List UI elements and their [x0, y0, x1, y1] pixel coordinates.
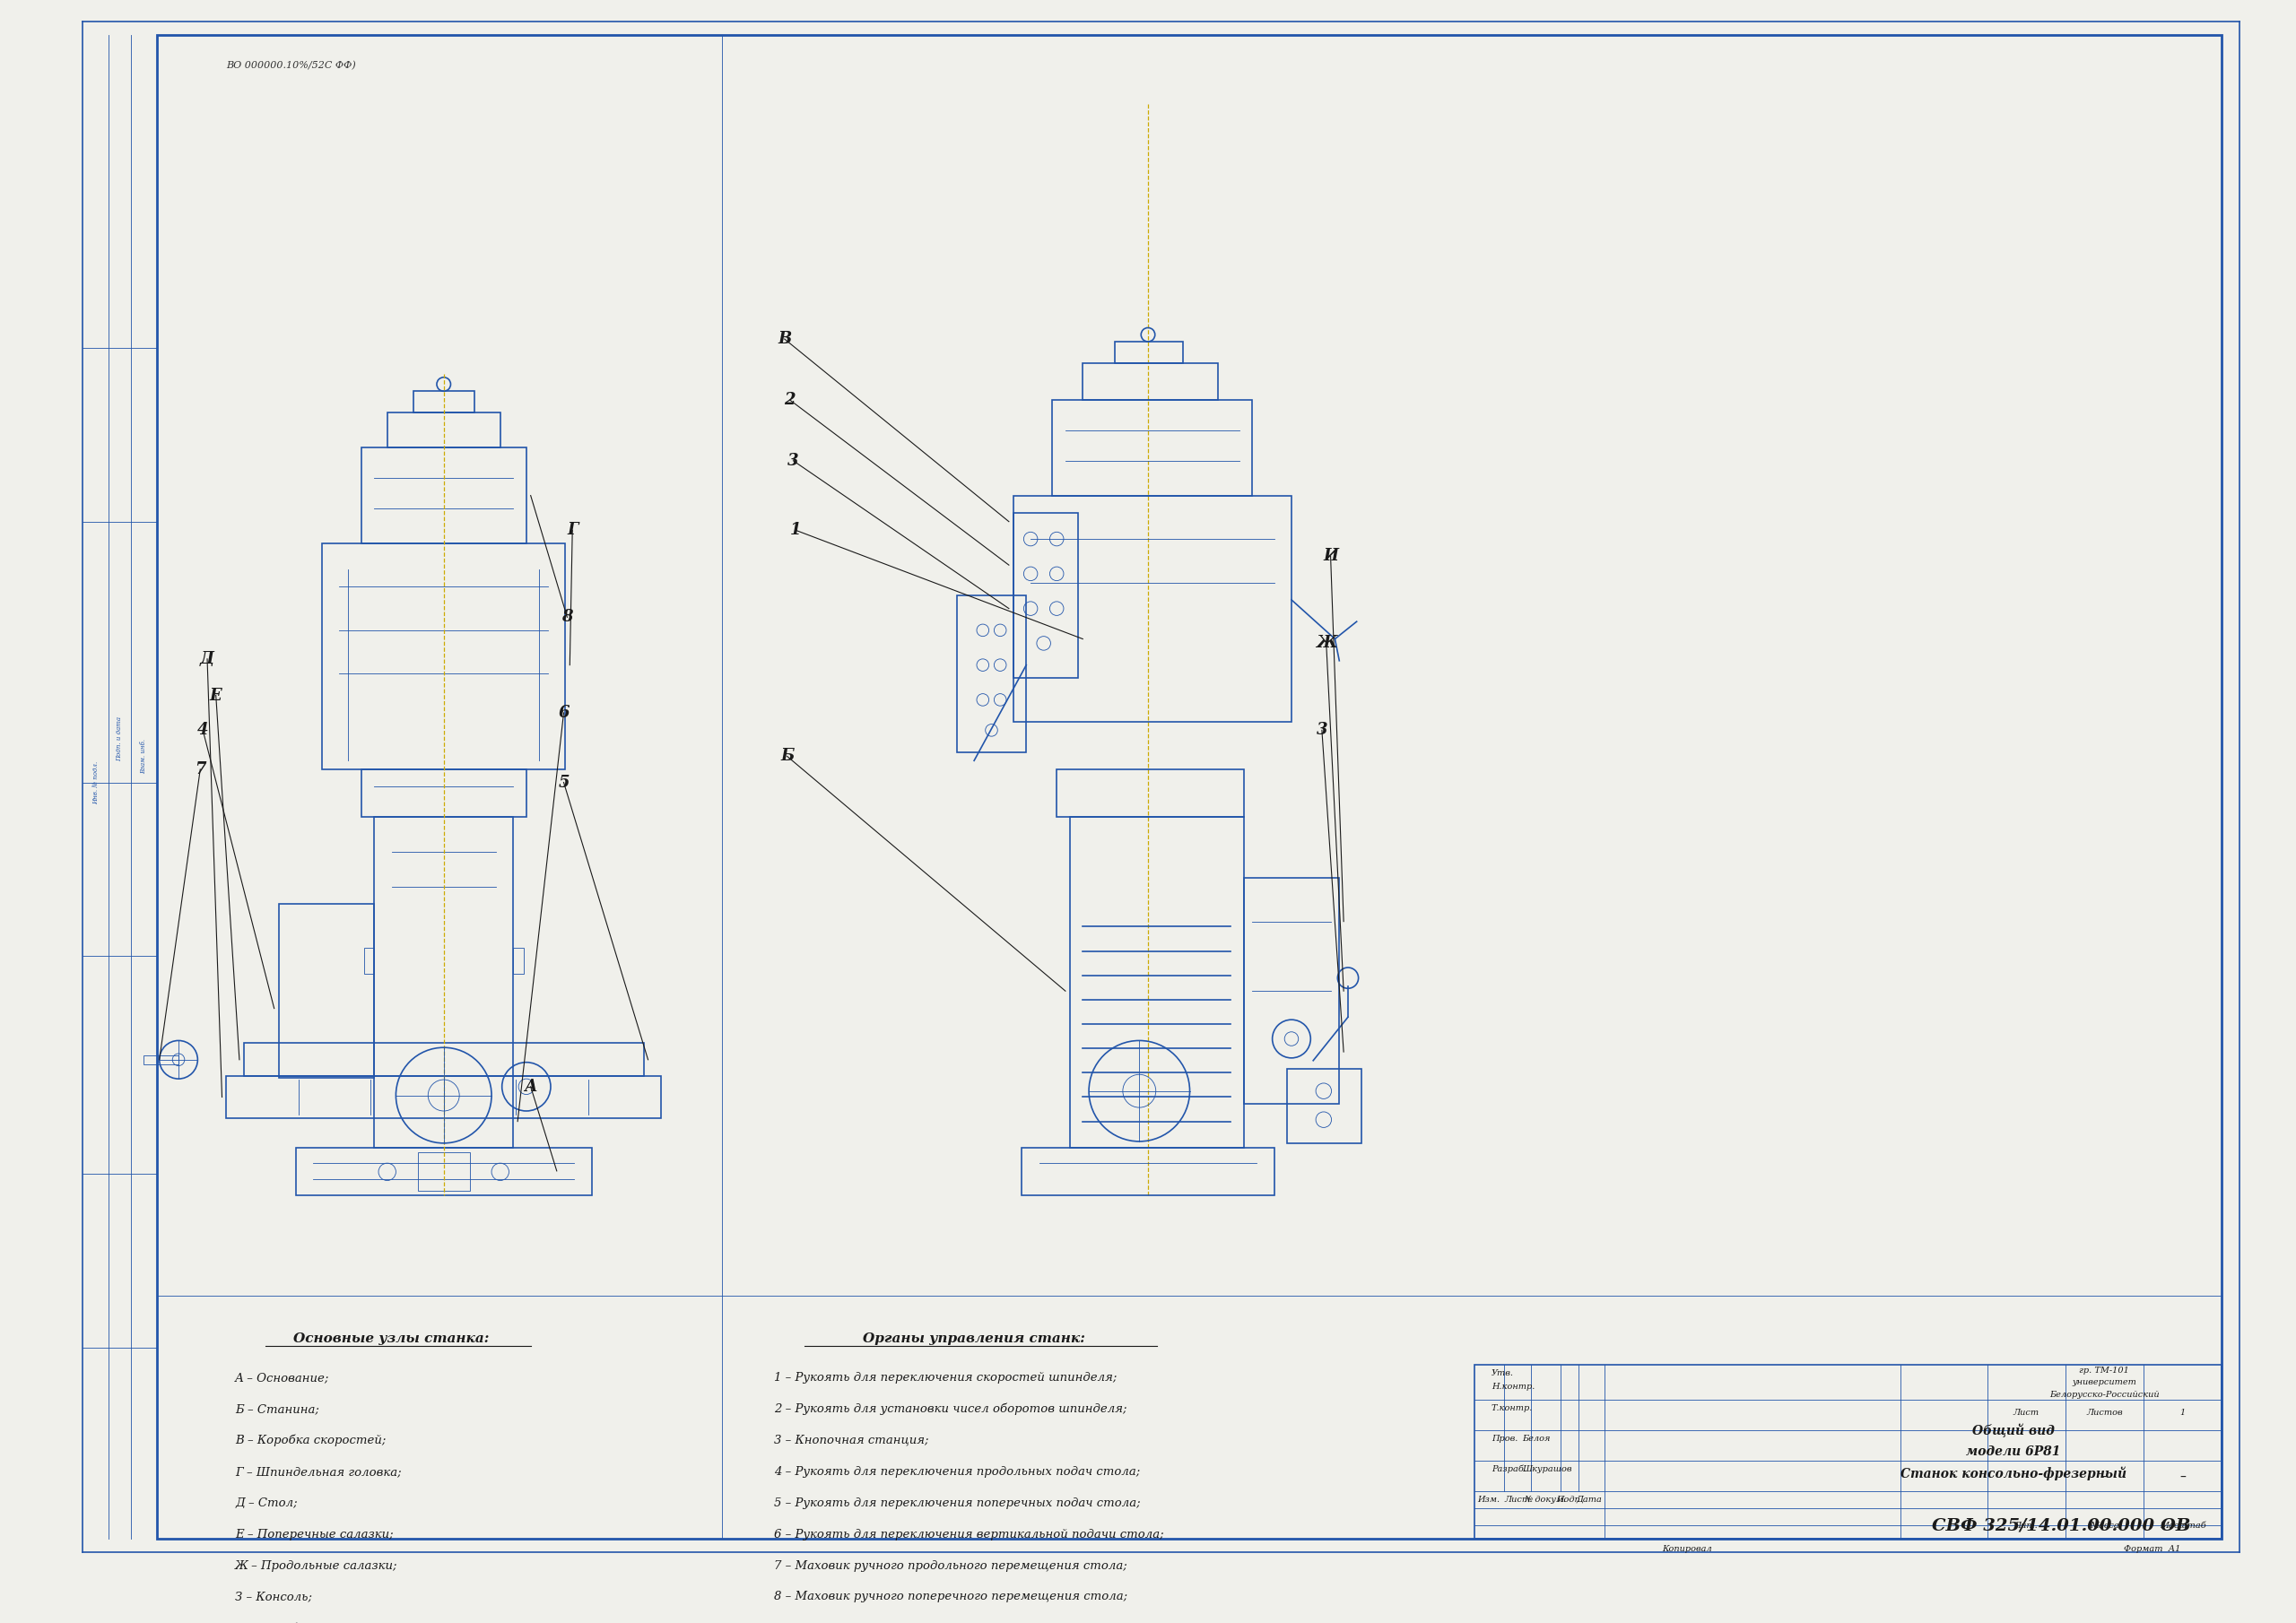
Text: Копировал: Копировал	[1662, 1545, 1713, 1553]
Text: Станок консольно-фрезерный: Станок консольно-фрезерный	[1901, 1467, 2126, 1480]
Text: 1: 1	[2179, 1409, 2186, 1417]
Bar	[374, 816, 514, 1147]
Text: 1 – Рукоять для переключения скоростей шпинделя;: 1 – Рукоять для переключения скоростей ш…	[774, 1371, 1118, 1384]
Bar	[413, 391, 475, 412]
Text: 6: 6	[558, 704, 569, 721]
Text: СВФ 325/14.01.00.000 ОВ: СВФ 325/14.01.00.000 ОВ	[1931, 1518, 2190, 1534]
Text: 7: 7	[195, 761, 207, 777]
Text: 8 – Маховик ручного поперечного перемещения стола;: 8 – Маховик ручного поперечного перемеще…	[774, 1591, 1127, 1604]
Text: В: В	[778, 331, 792, 347]
Bar	[1288, 1070, 1362, 1143]
Text: Б: Б	[781, 748, 794, 764]
Text: Инв. № подл.: Инв. № подл.	[92, 761, 99, 803]
Text: Подп.: Подп.	[1557, 1495, 1584, 1503]
Bar	[388, 412, 501, 448]
Bar	[1084, 364, 1217, 399]
Text: Разраб.: Разраб.	[1492, 1466, 1527, 1474]
Text: 8: 8	[563, 609, 572, 625]
Text: Взам. инб.: Взам. инб.	[140, 738, 147, 774]
Bar	[145, 1055, 179, 1065]
Text: Б – Станина;: Б – Станина;	[234, 1404, 319, 1415]
Text: Белорусско-Российский: Белорусско-Российский	[2050, 1391, 2161, 1399]
Text: 7 – Маховик ручного продольного перемещения стола;: 7 – Маховик ручного продольного перемеще…	[774, 1560, 1127, 1571]
Text: Масса: Масса	[2089, 1522, 2119, 1529]
Text: Дата: Дата	[1575, 1495, 1603, 1503]
Text: Основные узлы станка:: Основные узлы станка:	[294, 1332, 489, 1345]
Text: 5: 5	[558, 774, 569, 790]
Bar	[278, 904, 374, 1078]
Text: –: –	[2179, 1472, 2186, 1483]
Text: Подп. и дата: Подп. и дата	[115, 716, 124, 761]
Text: модели 6Р81: модели 6Р81	[1965, 1446, 2060, 1457]
Text: –: –	[2101, 1472, 2108, 1483]
Text: 5 – Рукоять для переключения поперечных подач стола;: 5 – Рукоять для переключения поперечных …	[774, 1496, 1141, 1509]
Text: Общий вид: Общий вид	[1972, 1423, 2055, 1436]
Bar	[418, 1152, 471, 1191]
Bar	[296, 1147, 592, 1195]
Text: Лист: Лист	[1504, 1495, 1531, 1503]
Bar	[363, 948, 374, 974]
Text: Е – Поперечные салазки;: Е – Поперечные салазки;	[234, 1529, 393, 1540]
Bar	[1013, 513, 1079, 678]
Text: Пров.: Пров.	[1492, 1435, 1518, 1443]
Bar	[227, 1076, 661, 1118]
Text: гр. ТМ-101: гр. ТМ-101	[2080, 1367, 2128, 1375]
Text: Д: Д	[200, 651, 214, 667]
Text: Белоя: Белоя	[1522, 1435, 1550, 1443]
Bar	[360, 448, 526, 544]
Text: З – Консоль;: З – Консоль;	[234, 1591, 312, 1604]
Bar	[1474, 1365, 2223, 1539]
Text: Д – Стол;: Д – Стол;	[234, 1496, 298, 1509]
Bar	[1022, 1147, 1274, 1195]
Text: Изм.: Изм.	[1479, 1495, 1499, 1503]
Text: Органы управления станк:: Органы управления станк:	[863, 1332, 1086, 1345]
Text: Г: Г	[567, 523, 579, 539]
Text: университет: университет	[2073, 1378, 2138, 1386]
Text: Шкурашов: Шкурашов	[1522, 1466, 1573, 1474]
Text: 2 – Рукоять для установки чисел оборотов шпинделя;: 2 – Рукоять для установки чисел оборотов…	[774, 1404, 1127, 1415]
Text: 1: 1	[790, 523, 801, 539]
Text: Н.контр.: Н.контр.	[1492, 1383, 1534, 1391]
Bar	[1244, 878, 1339, 1104]
Bar	[1013, 495, 1290, 722]
Bar	[1070, 816, 1244, 1147]
Text: 2: 2	[785, 391, 794, 407]
Text: ВО 000000.10%/52С ФФ): ВО 000000.10%/52С ФФ)	[227, 60, 356, 70]
Text: 3: 3	[1316, 722, 1327, 738]
Bar	[514, 948, 523, 974]
Text: И: И	[1322, 549, 1339, 565]
Text: № докум.: № докум.	[1525, 1495, 1566, 1503]
Bar	[1052, 399, 1251, 495]
Text: 4: 4	[197, 722, 209, 738]
Text: Листов: Листов	[2087, 1409, 2124, 1417]
Text: 3: 3	[788, 453, 799, 469]
Text: Ж: Ж	[1316, 635, 1336, 651]
Text: Г – Шпиндельная головка;: Г – Шпиндельная головка;	[234, 1466, 402, 1477]
Text: В – Коробка скоростей;: В – Коробка скоростей;	[234, 1435, 386, 1446]
Text: А: А	[523, 1079, 537, 1094]
Text: Е: Е	[209, 688, 223, 703]
Text: Лист: Лист	[2014, 1409, 2039, 1417]
Text: Формат  А1: Формат А1	[2124, 1545, 2181, 1553]
Text: 3 – Кнопочная станция;: 3 – Кнопочная станция;	[774, 1435, 930, 1446]
Text: Лит.: Лит.	[2014, 1522, 2039, 1529]
Text: Ж – Продольные салазки;: Ж – Продольные салазки;	[234, 1560, 397, 1571]
Text: Т.контр.: Т.контр.	[1492, 1404, 1534, 1412]
Text: 6 – Рукоять для переключения вертикальной подачи стола;: 6 – Рукоять для переключения вертикально…	[774, 1529, 1164, 1540]
Text: А – Основание;: А – Основание;	[234, 1371, 331, 1384]
Bar	[360, 769, 526, 816]
Bar	[321, 544, 565, 769]
Bar	[957, 596, 1026, 751]
Text: Утв.: Утв.	[1492, 1370, 1513, 1378]
Text: 4 – Рукоять для переключения продольных подач стола;: 4 – Рукоять для переключения продольных …	[774, 1466, 1141, 1477]
Bar	[243, 1044, 643, 1076]
Bar	[1056, 769, 1244, 816]
Text: Масштаб: Масштаб	[2161, 1522, 2206, 1529]
Bar	[1116, 341, 1182, 364]
